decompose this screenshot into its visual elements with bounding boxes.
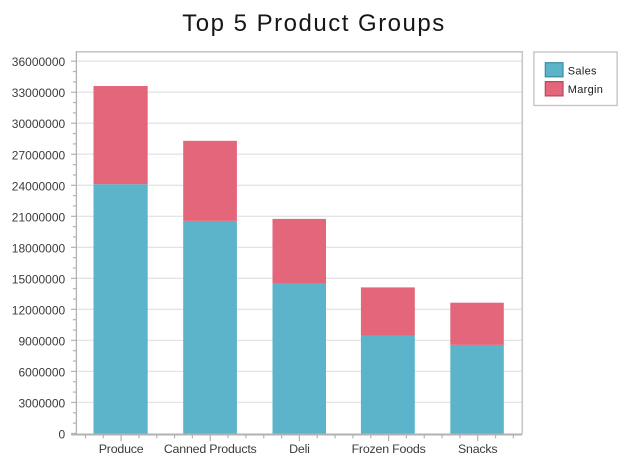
svg-text:Margin: Margin [568, 84, 603, 96]
svg-text:Frozen Foods: Frozen Foods [352, 442, 426, 456]
svg-text:33000000: 33000000 [12, 86, 66, 100]
svg-text:0: 0 [59, 427, 66, 441]
svg-text:Produce: Produce [99, 442, 144, 456]
svg-text:21000000: 21000000 [12, 210, 66, 224]
svg-text:3000000: 3000000 [18, 396, 65, 410]
svg-text:12000000: 12000000 [12, 303, 66, 317]
svg-text:6000000: 6000000 [18, 365, 65, 379]
svg-text:15000000: 15000000 [12, 272, 66, 286]
svg-text:Deli: Deli [289, 442, 310, 456]
svg-text:Snacks: Snacks [458, 442, 497, 456]
svg-text:Canned Products: Canned Products [164, 442, 257, 456]
svg-text:18000000: 18000000 [12, 241, 66, 255]
svg-text:27000000: 27000000 [12, 148, 66, 162]
svg-text:36000000: 36000000 [12, 55, 66, 69]
svg-text:30000000: 30000000 [12, 117, 66, 131]
svg-text:Sales: Sales [568, 66, 597, 78]
svg-text:9000000: 9000000 [18, 334, 65, 348]
svg-text:24000000: 24000000 [12, 179, 66, 193]
svg-text:Top 5 Product Groups: Top 5 Product Groups [182, 10, 445, 37]
